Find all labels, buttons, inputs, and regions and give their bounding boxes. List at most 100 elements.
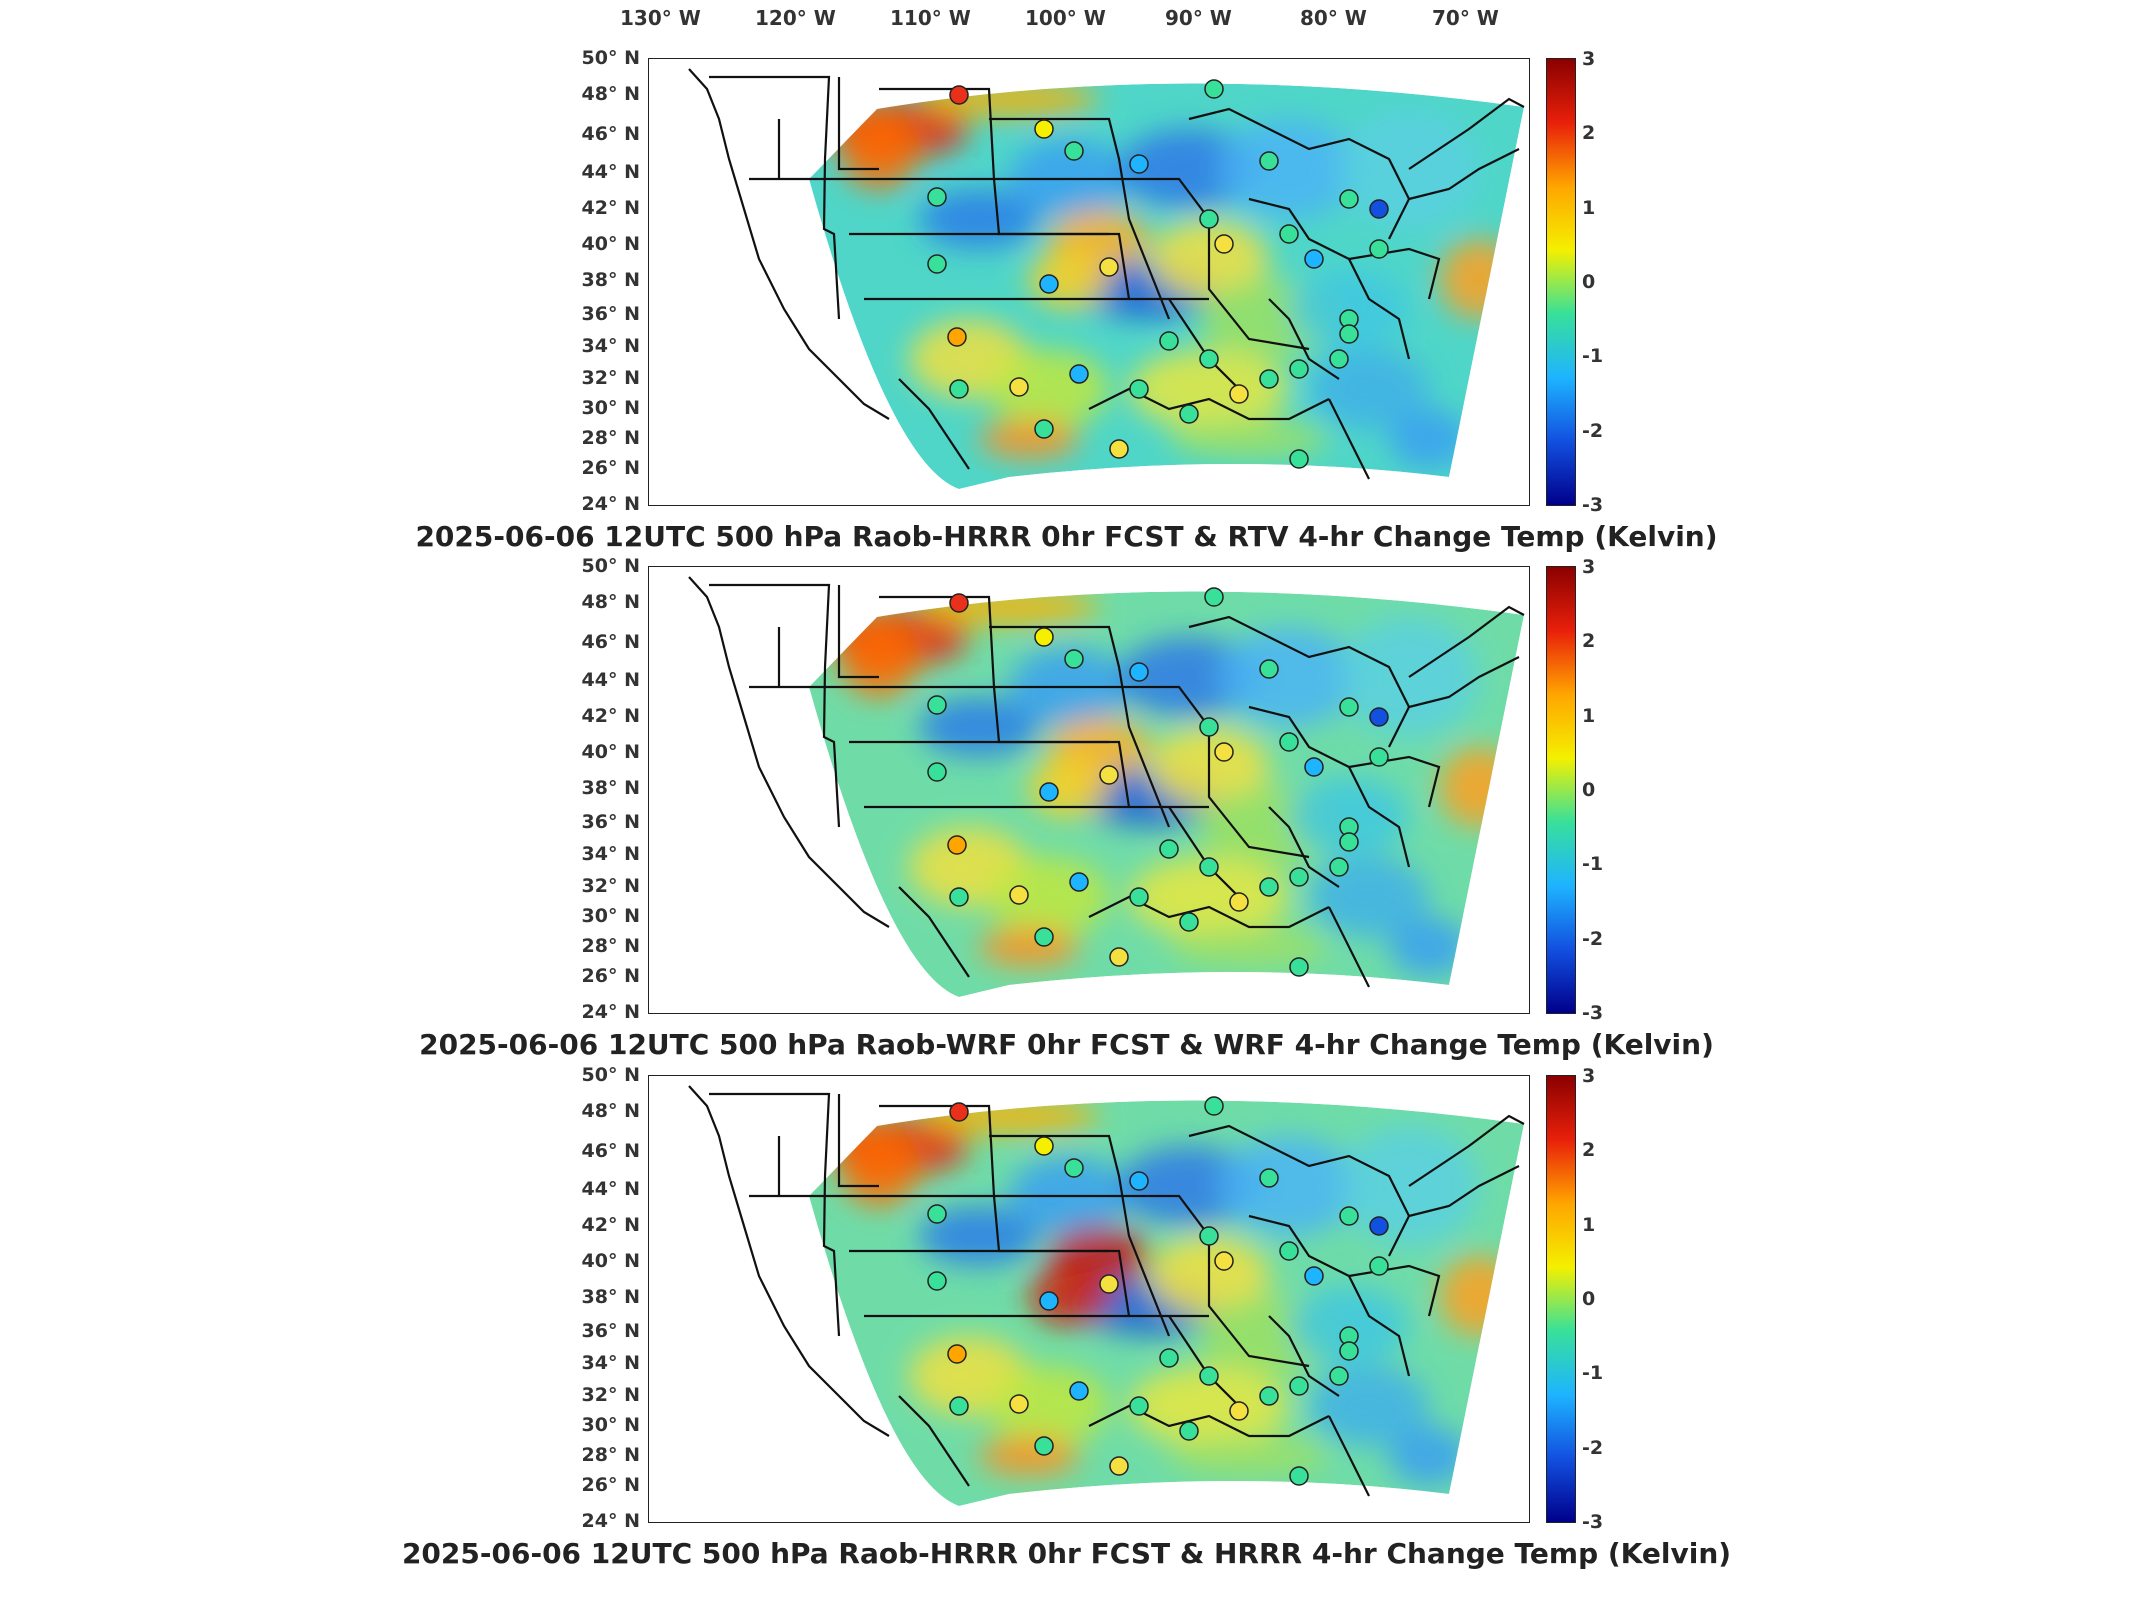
raob-station-marker bbox=[1329, 349, 1349, 369]
raob-station-marker bbox=[1369, 1216, 1389, 1236]
raob-station-marker bbox=[1329, 857, 1349, 877]
colorbar-tick-label: 1 bbox=[1582, 196, 1596, 219]
raob-station-marker bbox=[1369, 747, 1389, 767]
raob-station-marker bbox=[1204, 1096, 1224, 1116]
panel-title: 2025-06-06 12UTC 500 hPa Raob-HRRR 0hr F… bbox=[415, 520, 1718, 553]
map-svg bbox=[688, 68, 1525, 489]
colorbar-tick-label: 0 bbox=[1582, 271, 1596, 293]
raob-station-marker bbox=[1034, 1436, 1054, 1456]
raob-station-marker bbox=[1099, 1274, 1119, 1294]
lon-label: 130° W bbox=[620, 6, 701, 30]
raob-station-marker bbox=[1259, 369, 1279, 389]
lat-label: 36° N bbox=[581, 303, 640, 325]
raob-station-marker bbox=[1289, 957, 1309, 977]
raob-station-marker bbox=[1259, 877, 1279, 897]
raob-station-marker bbox=[1289, 1466, 1309, 1486]
raob-station-marker bbox=[927, 1271, 947, 1291]
raob-station-marker bbox=[1289, 1376, 1309, 1396]
raob-station-marker bbox=[1039, 782, 1059, 802]
raob-station-marker bbox=[1179, 404, 1199, 424]
lat-label: 28° N bbox=[581, 935, 640, 957]
raob-station-marker bbox=[1064, 649, 1084, 669]
state-boundaries bbox=[688, 68, 1525, 480]
raob-station-marker bbox=[1009, 377, 1029, 397]
raob-station-marker bbox=[1289, 359, 1309, 379]
raob-station-marker bbox=[1199, 717, 1219, 737]
raob-station-marker bbox=[1199, 349, 1219, 369]
raob-station-marker bbox=[1259, 1168, 1279, 1188]
raob-station-marker bbox=[1099, 765, 1119, 785]
lat-label: 26° N bbox=[581, 965, 640, 987]
raob-stations bbox=[927, 79, 1389, 469]
raob-station-marker bbox=[1199, 1226, 1219, 1246]
raob-station-marker bbox=[1109, 947, 1129, 967]
raob-station-marker bbox=[1259, 1386, 1279, 1406]
lon-label: 120° W bbox=[755, 6, 836, 30]
raob-station-marker bbox=[1034, 119, 1054, 139]
raob-station-marker bbox=[1304, 757, 1324, 777]
raob-station-marker bbox=[927, 254, 947, 274]
raob-station-marker bbox=[1339, 1206, 1359, 1226]
colorbar-tick-label: -3 bbox=[1582, 1511, 1604, 1533]
lat-label: 48° N bbox=[581, 1100, 640, 1122]
temperature-map bbox=[648, 566, 1530, 1014]
raob-station-marker bbox=[947, 1344, 967, 1364]
lat-label: 26° N bbox=[581, 1474, 640, 1496]
colorbar-tick-label: 3 bbox=[1582, 1065, 1596, 1087]
lat-label: 34° N bbox=[581, 335, 640, 357]
raob-station-marker bbox=[1229, 1401, 1249, 1421]
raob-station-marker bbox=[1179, 1421, 1199, 1441]
colorbar-tick-label: 1 bbox=[1582, 1213, 1596, 1236]
lat-label: 32° N bbox=[581, 875, 640, 897]
temperature-map bbox=[648, 1075, 1530, 1523]
raob-station-marker bbox=[1064, 1158, 1084, 1178]
raob-station-marker bbox=[1204, 79, 1224, 99]
lon-label: 80° W bbox=[1300, 6, 1367, 30]
raob-station-marker bbox=[949, 379, 969, 399]
raob-station-marker bbox=[1034, 927, 1054, 947]
raob-station-marker bbox=[1009, 1394, 1029, 1414]
raob-station-marker bbox=[947, 327, 967, 347]
raob-station-marker bbox=[1329, 1366, 1349, 1386]
colorbar-tick-label: -1 bbox=[1582, 345, 1604, 368]
raob-station-marker bbox=[1289, 449, 1309, 469]
raob-station-marker bbox=[1159, 331, 1179, 351]
raob-station-marker bbox=[1369, 199, 1389, 219]
raob-station-marker bbox=[1229, 384, 1249, 404]
raob-station-marker bbox=[1129, 1396, 1149, 1416]
lat-label: 26° N bbox=[581, 457, 640, 479]
lat-label: 50° N bbox=[581, 47, 640, 69]
lat-label: 30° N bbox=[581, 1414, 640, 1436]
raob-station-marker bbox=[1279, 732, 1299, 752]
raob-station-marker bbox=[1129, 379, 1149, 399]
raob-station-marker bbox=[927, 1204, 947, 1224]
raob-station-marker bbox=[1109, 1456, 1129, 1476]
raob-station-marker bbox=[1069, 364, 1089, 384]
colorbar-tick-label: 1 bbox=[1582, 704, 1596, 727]
colorbar-tick-label: 0 bbox=[1582, 1288, 1596, 1310]
colorbar-tick-label: 0 bbox=[1582, 779, 1596, 801]
lon-label: 110° W bbox=[890, 6, 971, 30]
colorbar-tick-label: -3 bbox=[1582, 1002, 1604, 1024]
lat-label: 30° N bbox=[581, 905, 640, 927]
raob-station-marker bbox=[1069, 1381, 1089, 1401]
lat-label: 50° N bbox=[581, 1064, 640, 1086]
temperature-map bbox=[648, 58, 1530, 506]
lat-label: 38° N bbox=[581, 777, 640, 799]
raob-station-marker bbox=[1339, 1341, 1359, 1361]
raob-station-marker bbox=[1289, 867, 1309, 887]
lat-label: 44° N bbox=[581, 1178, 640, 1200]
colorbar-tick-label: -3 bbox=[1582, 494, 1604, 516]
raob-station-marker bbox=[1034, 419, 1054, 439]
lat-label: 38° N bbox=[581, 1286, 640, 1308]
raob-station-marker bbox=[1339, 697, 1359, 717]
lat-label: 24° N bbox=[581, 493, 640, 515]
map-svg bbox=[688, 1085, 1525, 1506]
colorbar-tick-label: 2 bbox=[1582, 122, 1596, 145]
colorbar-tick-label: -2 bbox=[1582, 1436, 1604, 1459]
raob-station-marker bbox=[1064, 141, 1084, 161]
lat-label: 24° N bbox=[581, 1510, 640, 1532]
raob-station-marker bbox=[947, 835, 967, 855]
raob-station-marker bbox=[1129, 662, 1149, 682]
raob-station-marker bbox=[949, 1102, 969, 1122]
